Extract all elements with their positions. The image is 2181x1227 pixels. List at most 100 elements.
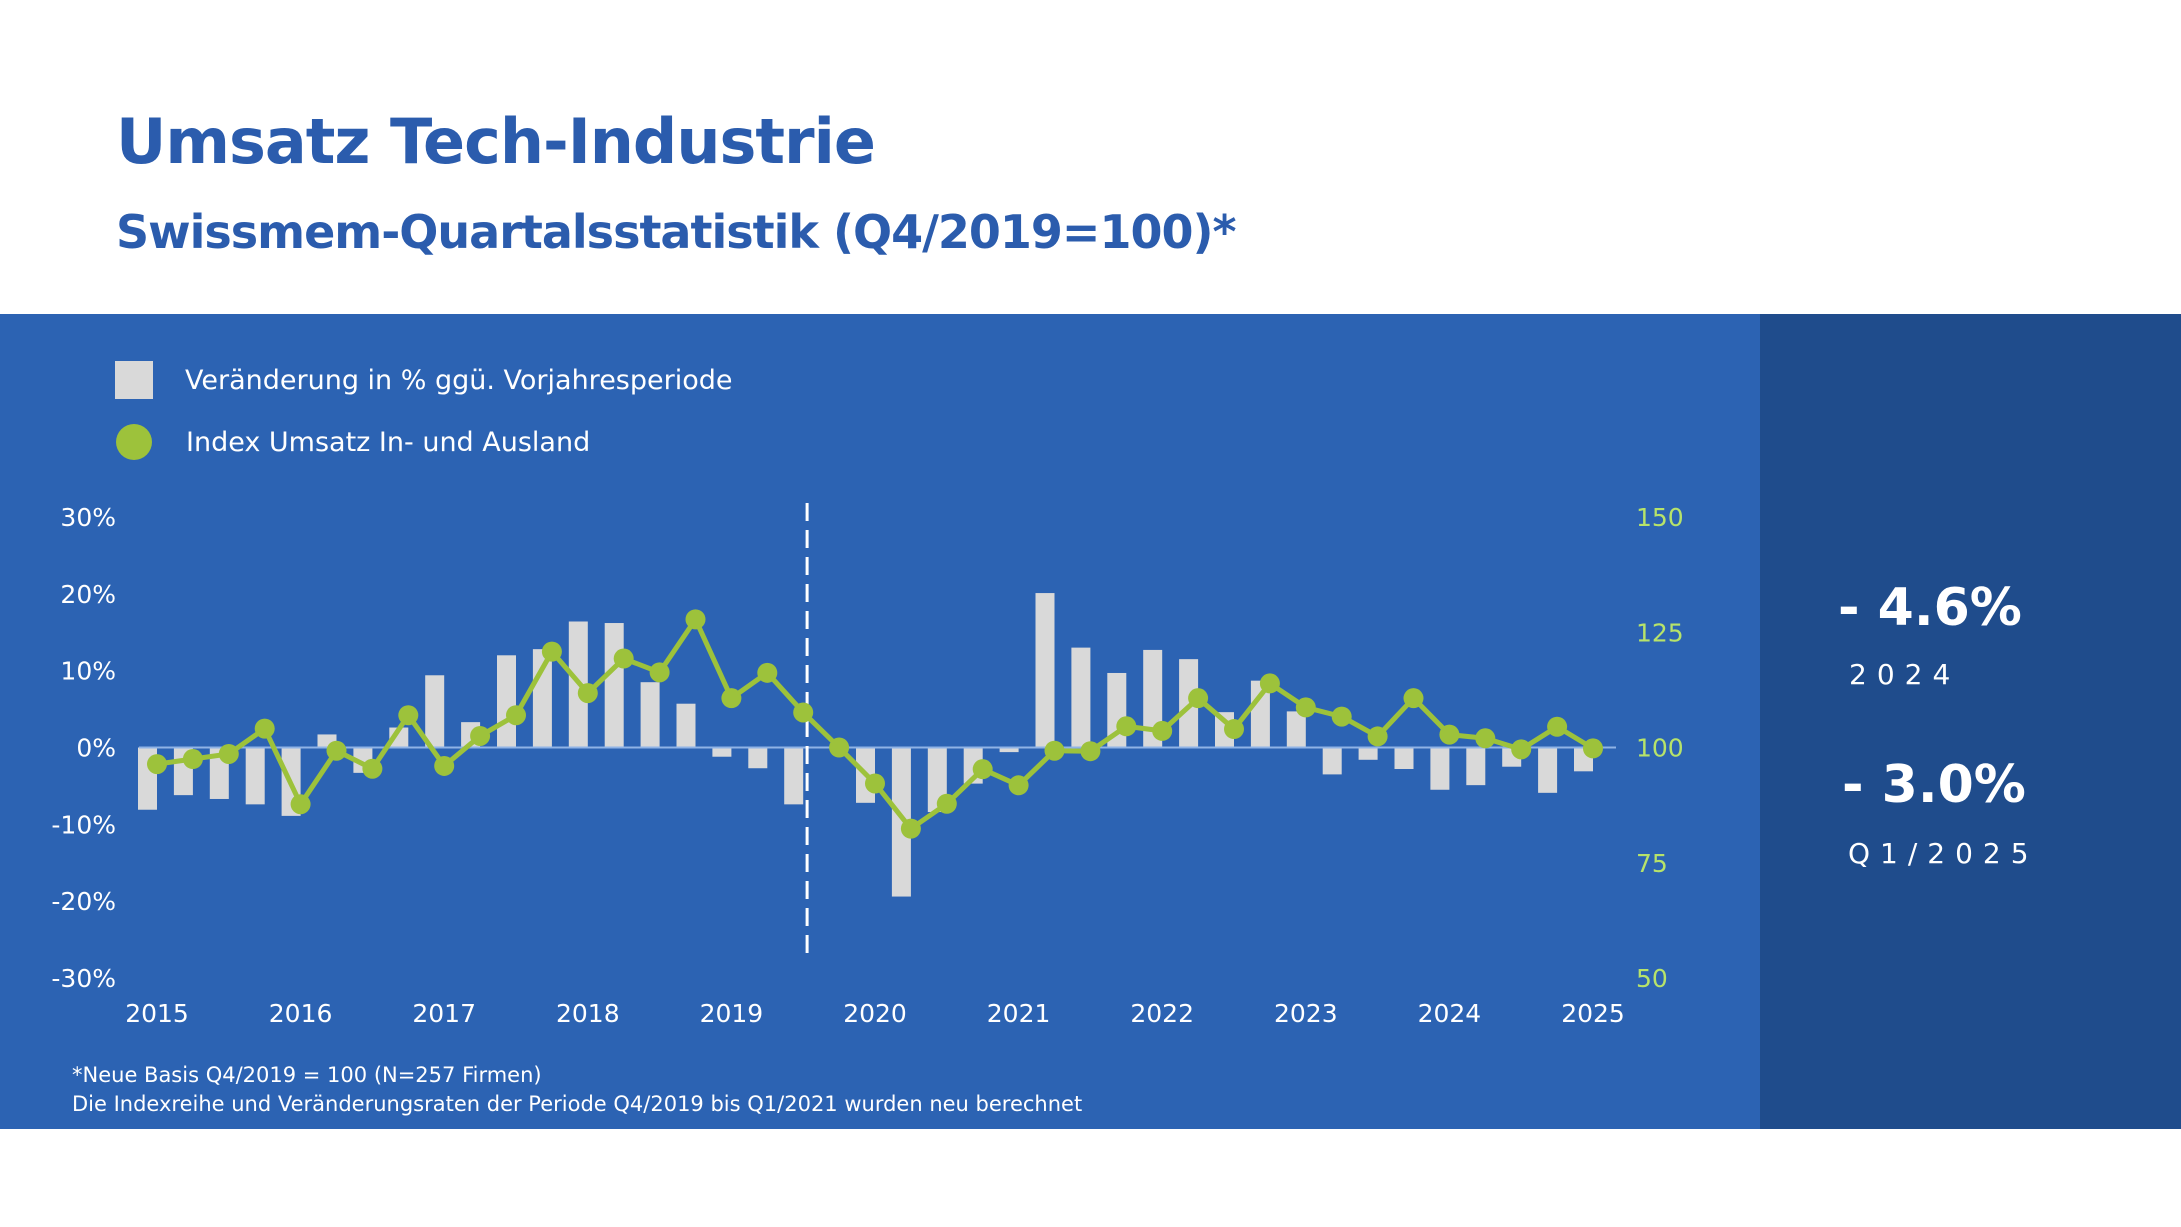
index-point — [900, 818, 921, 839]
index-point — [1475, 728, 1496, 749]
bar — [1322, 747, 1342, 775]
index-point — [1547, 716, 1568, 737]
legend-label: Veränderung in % ggü. Vorjahresperiode — [185, 364, 733, 396]
index-point — [793, 702, 814, 723]
index-point — [936, 793, 957, 814]
index-point — [613, 648, 634, 669]
y-left-tick-label: 0% — [76, 734, 116, 763]
index-point — [577, 683, 598, 704]
index-point — [1152, 720, 1173, 741]
index-point — [1259, 673, 1280, 694]
index-point — [757, 662, 778, 683]
legend-item-bars: Veränderung in % ggü. Vorjahresperiode — [115, 361, 733, 399]
kpi-label-2024: 2024 — [1849, 658, 1961, 691]
bar — [676, 703, 696, 748]
index-point — [1044, 740, 1065, 761]
index-point — [1080, 741, 1101, 762]
index-point — [721, 688, 742, 709]
index-point — [434, 755, 455, 776]
index-line-pre-2020 — [156, 616, 841, 807]
bar — [497, 655, 516, 748]
y-right-tick-label: 100 — [1636, 734, 1684, 763]
index-point — [685, 609, 706, 630]
bar — [1035, 593, 1055, 748]
index-point — [1367, 726, 1388, 747]
footnote-2: Die Indexreihe und Veränderungsraten der… — [72, 1092, 1083, 1116]
index-point — [865, 773, 885, 794]
index-point — [1008, 775, 1029, 796]
bar — [748, 747, 768, 769]
y-left-tick-label: -20% — [51, 887, 116, 916]
bar — [891, 747, 911, 897]
bar — [1466, 747, 1486, 786]
index-point — [1583, 738, 1603, 759]
index-point — [326, 740, 347, 761]
bar — [712, 747, 732, 757]
index-point — [362, 758, 383, 779]
x-tick-label: 2020 — [843, 999, 907, 1028]
y-left-tick-label: 30% — [60, 503, 116, 532]
x-tick-label: 2016 — [269, 999, 333, 1028]
x-tick-label: 2023 — [1274, 999, 1338, 1028]
bar — [1538, 747, 1558, 793]
index-point — [1295, 697, 1316, 718]
bar — [784, 747, 804, 805]
index-point — [254, 718, 275, 739]
index-point — [398, 705, 419, 726]
index-point — [1511, 739, 1532, 760]
kpi-panel — [1760, 314, 2181, 1129]
bar — [1358, 747, 1378, 760]
x-tick-label: 2017 — [412, 999, 476, 1028]
index-point — [506, 705, 526, 726]
index-point — [541, 641, 562, 662]
bar — [245, 747, 265, 805]
y-left-tick-label: -10% — [51, 810, 116, 839]
kpi-label-q1-2025: Q1/2025 — [1848, 837, 2039, 870]
bar — [1179, 659, 1199, 748]
bar — [1071, 647, 1091, 748]
bar — [640, 682, 660, 748]
legend-label: Index Umsatz In- und Ausland — [186, 426, 591, 458]
legend-dot-icon — [116, 424, 152, 460]
x-tick-label: 2024 — [1418, 999, 1482, 1028]
bar — [1250, 680, 1270, 748]
kpi-value-q1-2025: - 3.0% — [1842, 755, 2026, 815]
x-tick-label: 2015 — [125, 999, 189, 1028]
y-left-tick-label: 10% — [60, 657, 116, 686]
y-right-tick-label: 75 — [1636, 849, 1668, 878]
kpi-value-2024: - 4.6% — [1838, 578, 2022, 638]
x-tick-label: 2022 — [1130, 999, 1194, 1028]
x-tick-label: 2019 — [700, 999, 764, 1028]
y-right-tick-label: 50 — [1636, 964, 1668, 993]
y-right-tick-label: 150 — [1636, 503, 1684, 532]
index-point — [972, 759, 993, 780]
bar — [1430, 747, 1450, 790]
bar — [1394, 747, 1414, 770]
index-point — [290, 794, 311, 815]
index-point — [147, 754, 167, 775]
index-point — [649, 662, 670, 683]
index-point — [1331, 706, 1352, 727]
page-subtitle: Swissmem-Quartalsstatistik (Q4/2019=100)… — [116, 205, 1237, 259]
x-tick-label: 2025 — [1561, 999, 1625, 1028]
bar — [1286, 711, 1306, 748]
index-point — [1403, 688, 1424, 709]
page-title: Umsatz Tech-Industrie — [116, 105, 876, 178]
legend-square-icon — [115, 361, 153, 399]
index-point — [182, 749, 203, 770]
y-left-tick-label: -30% — [51, 964, 116, 993]
legend-item-index: Index Umsatz In- und Ausland — [115, 424, 590, 460]
footnote-1: *Neue Basis Q4/2019 = 100 (N=257 Firmen) — [72, 1063, 542, 1087]
index-point — [1224, 719, 1244, 740]
index-point — [218, 743, 239, 764]
bar — [425, 675, 445, 748]
y-left-tick-label: 20% — [60, 580, 116, 609]
index-line-post-2019 — [837, 680, 1595, 832]
index-point — [1439, 724, 1460, 745]
index-point — [470, 725, 491, 746]
index-point — [829, 737, 850, 758]
index-point — [1188, 688, 1209, 709]
bar — [604, 623, 624, 748]
chart-panel — [0, 314, 1760, 1129]
